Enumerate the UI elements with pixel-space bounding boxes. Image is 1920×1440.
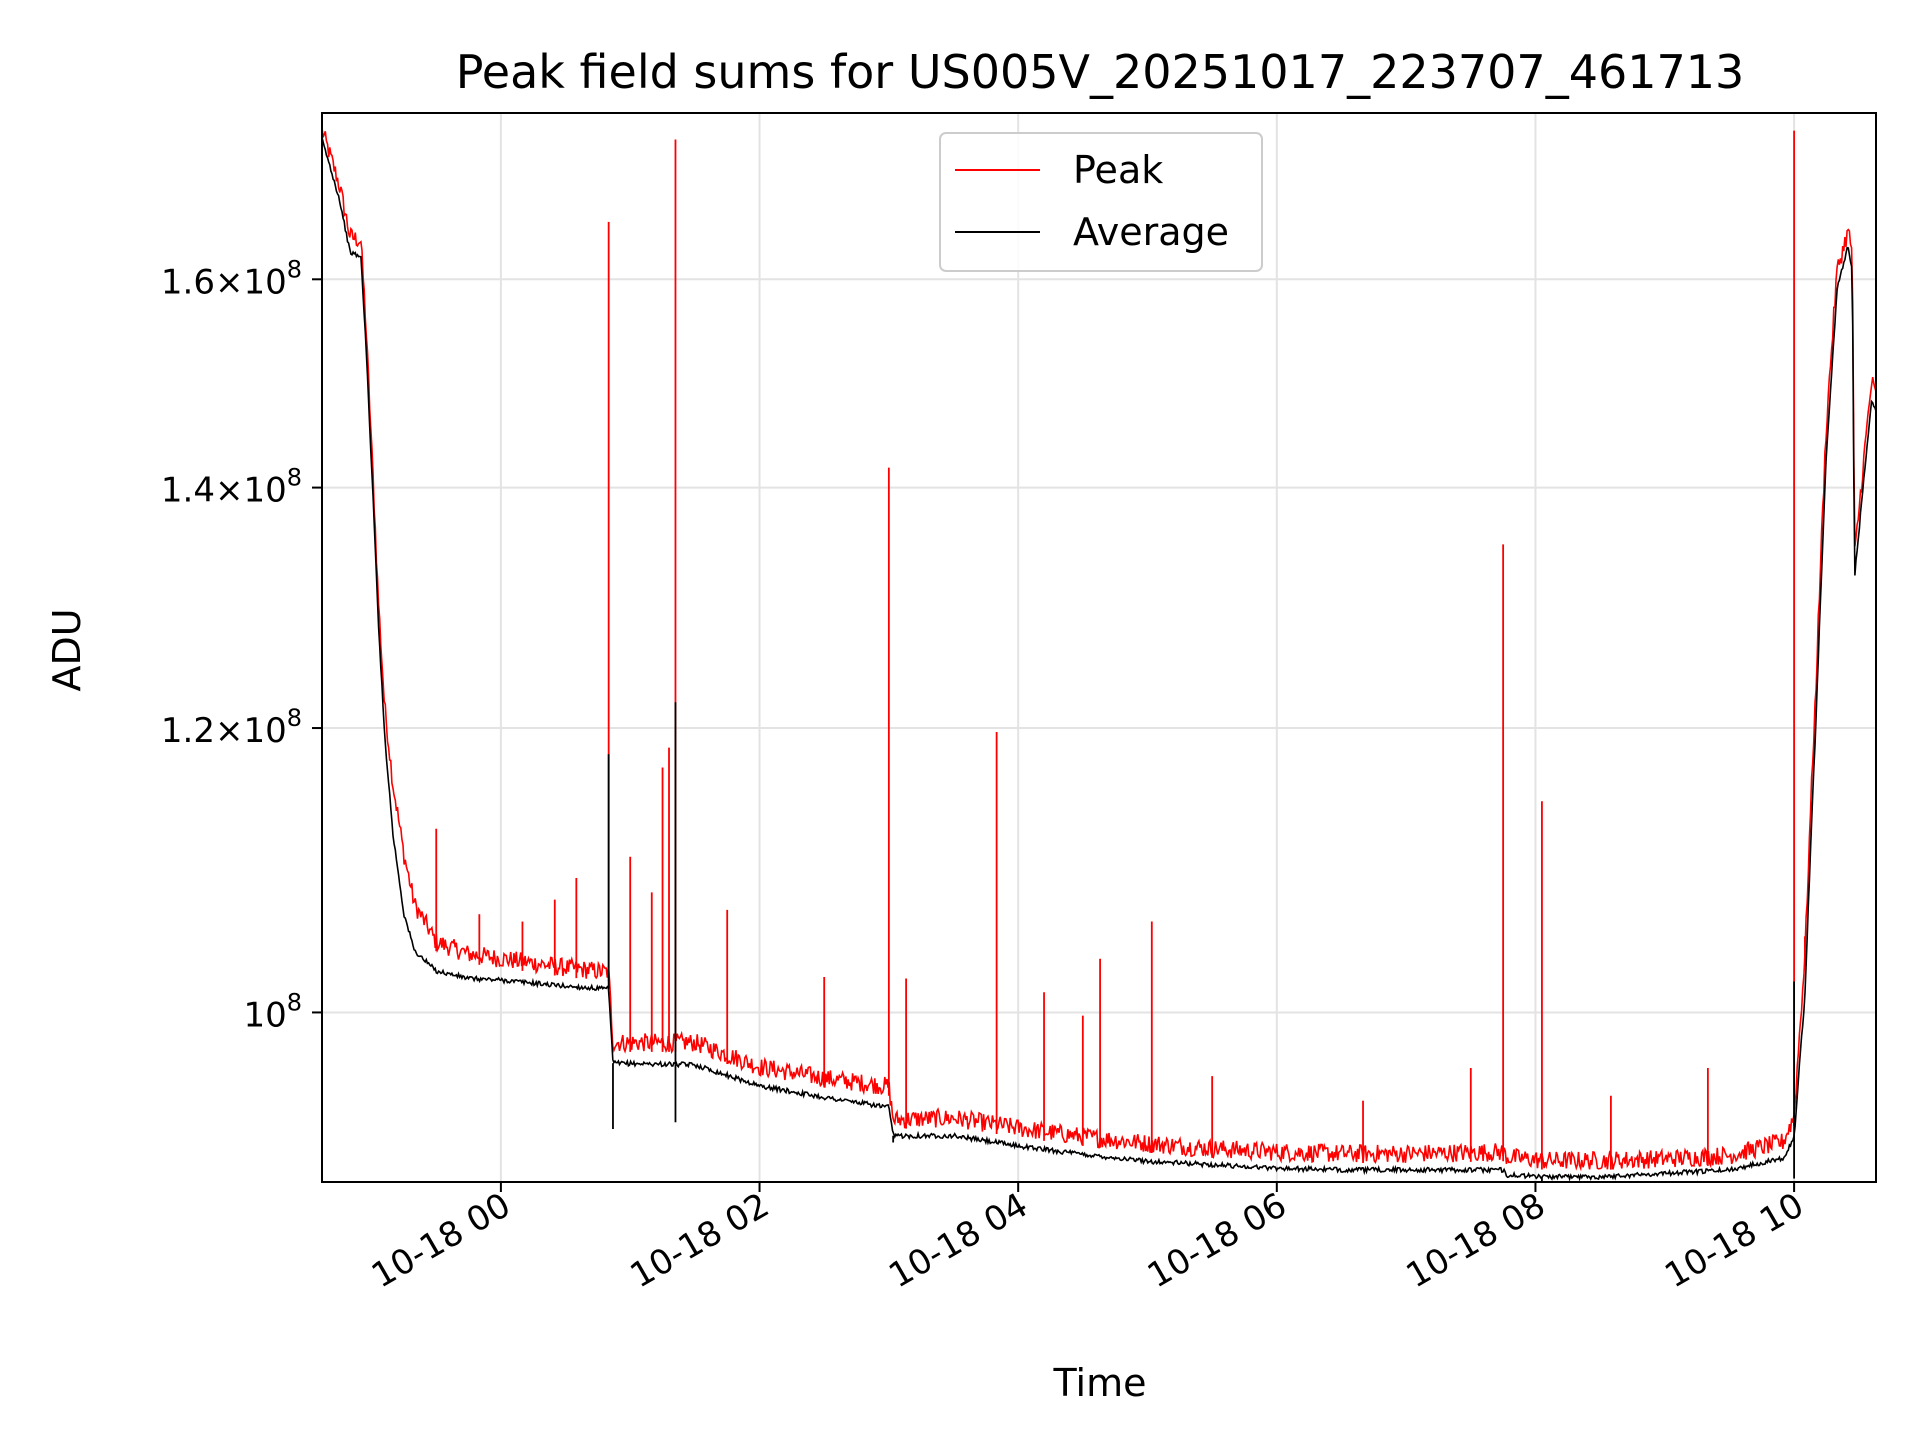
- y-tick-label: 1.2×108: [161, 704, 302, 751]
- y-tick-exponent: 8: [287, 255, 302, 283]
- x-axis-label: Time: [1053, 1361, 1147, 1405]
- plot-frame: [321, 112, 1877, 1183]
- y-tick-base: 10: [243, 995, 286, 1035]
- series-peak: [322, 127, 1876, 1172]
- series-average: [322, 137, 1876, 1182]
- y-tick-label: 108: [243, 988, 302, 1035]
- legend-label-peak: Peak: [1073, 148, 1163, 192]
- y-tick-mantissa: 1.6×: [161, 262, 244, 302]
- y-tick-mantissa: 1.2×: [161, 711, 244, 751]
- y-tick-base: 10: [243, 262, 286, 302]
- y-axis-label: ADU: [45, 608, 89, 691]
- series-line-average: [322, 137, 1876, 1182]
- y-tick-label: 1.6×108: [161, 255, 302, 302]
- y-tick-base: 10: [243, 711, 286, 751]
- legend-box: [939, 132, 1263, 272]
- y-tick-base: 10: [243, 471, 286, 511]
- y-tick-mantissa: 1.4×: [161, 471, 244, 511]
- y-tick-exponent: 8: [287, 704, 302, 732]
- plot-area: [322, 127, 1876, 1182]
- chart-title: Peak field sums for US005V_20251017_2237…: [456, 45, 1745, 99]
- legend: Peak Average: [939, 132, 1263, 272]
- y-tick-label: 1.4×108: [161, 464, 302, 511]
- series-line-peak: [322, 127, 1876, 1172]
- y-tick-exponent: 8: [287, 988, 302, 1016]
- legend-label-average: Average: [1073, 210, 1229, 254]
- y-tick-exponent: 8: [287, 464, 302, 492]
